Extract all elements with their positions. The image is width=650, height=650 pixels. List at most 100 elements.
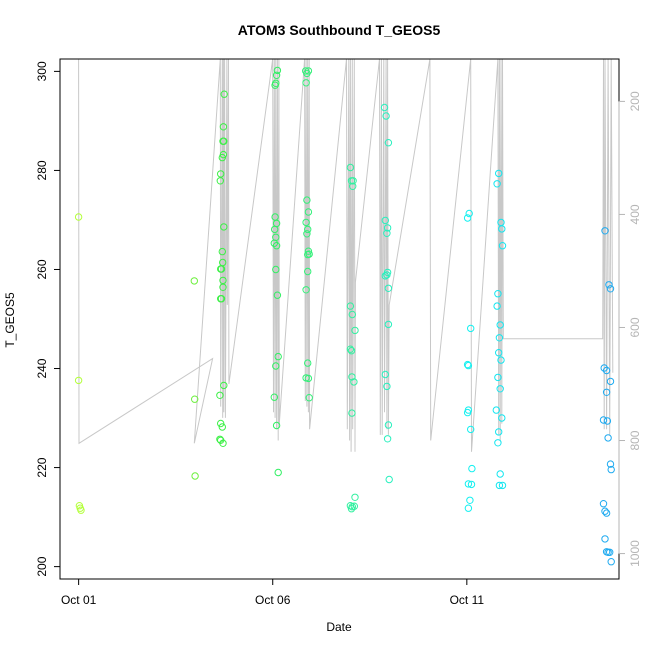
data-point (606, 377, 615, 386)
data-point (383, 224, 392, 232)
series-d12 (492, 169, 507, 490)
data-point (492, 406, 500, 414)
data-point (497, 356, 505, 364)
y-axis-label: T_GEOS5 (3, 292, 17, 348)
data-point (305, 394, 313, 402)
data-point (271, 81, 279, 89)
data-point (599, 500, 608, 508)
data-point (346, 163, 355, 172)
data-point (218, 247, 227, 256)
series-d8 (346, 163, 359, 513)
data-point (603, 417, 612, 425)
data-point (274, 468, 282, 477)
data-point (304, 225, 312, 234)
data-point (219, 283, 227, 291)
data-point (272, 421, 281, 430)
x-tick-label: Oct 01 (61, 593, 97, 607)
data-point (271, 225, 279, 234)
data-point (606, 548, 614, 556)
data-point (494, 290, 502, 298)
data-point (346, 302, 355, 310)
data-point (220, 381, 228, 390)
data-point (304, 247, 313, 255)
chart-title: ATOM3 Southbound T_GEOS5 (238, 22, 441, 38)
data-point (383, 271, 391, 279)
data-point (273, 291, 282, 299)
y-tick-label: 200 (35, 556, 49, 576)
data-point (384, 320, 393, 329)
data-point (219, 276, 227, 285)
data-point (385, 475, 393, 484)
series-d7 (302, 67, 313, 402)
y2-tick-label: 800 (628, 430, 642, 450)
data-point (496, 321, 504, 329)
data-point (273, 66, 282, 75)
data-point (304, 374, 313, 383)
data-point (302, 79, 310, 87)
x-tick-label: Oct 11 (450, 593, 485, 607)
series-d5 (216, 90, 228, 447)
data-point (467, 324, 475, 333)
data-point (495, 428, 503, 436)
y-tick-label: 300 (35, 61, 49, 81)
data-point (466, 496, 474, 504)
data-point (350, 378, 358, 386)
data-point (77, 506, 85, 514)
data-point (496, 470, 504, 478)
series-d4 (190, 277, 199, 480)
data-point (274, 352, 282, 361)
data-point (382, 112, 390, 120)
data-point (605, 281, 613, 289)
data-point (304, 359, 312, 367)
series-d9 (380, 103, 393, 484)
data-point (464, 361, 473, 370)
y-tick-label: 260 (35, 259, 49, 279)
data-point (303, 230, 311, 238)
data-point (498, 414, 506, 422)
data-point (381, 272, 389, 280)
data-point (218, 423, 227, 431)
data-point (467, 425, 475, 434)
series-d14 (599, 227, 615, 566)
data-point (600, 364, 608, 372)
data-point (384, 284, 393, 292)
data-point (467, 480, 476, 489)
data-point (381, 370, 389, 379)
data-point (496, 385, 504, 393)
y2-tick-label: 400 (628, 204, 642, 224)
data-point (602, 509, 611, 517)
data-point (272, 265, 280, 274)
series-d6 (270, 66, 282, 477)
data-point (602, 388, 611, 396)
data-point (599, 416, 608, 424)
data-point (380, 103, 389, 112)
x-axis-label: Date (326, 620, 352, 634)
data-point (495, 481, 504, 490)
data-point (465, 209, 473, 218)
data-point (217, 265, 226, 273)
data-point (384, 139, 393, 147)
data-point (601, 227, 609, 235)
data-point (607, 465, 615, 474)
data-point (218, 153, 227, 162)
plot-frame (59, 58, 620, 580)
data-point (351, 493, 359, 501)
data-point (346, 345, 355, 353)
data-point (270, 239, 278, 247)
data-point (302, 218, 310, 227)
data-point (219, 123, 228, 131)
data-point (495, 349, 503, 357)
y2-tick-label: 1000 (628, 540, 642, 567)
x-tick-label: Oct 06 (255, 593, 291, 607)
data-point (495, 169, 503, 178)
data-point (602, 366, 611, 375)
data-point (464, 480, 473, 488)
data-point (498, 481, 507, 490)
series-d1 (74, 213, 85, 514)
data-point (468, 464, 476, 473)
data-point (305, 250, 313, 258)
data-point (463, 214, 472, 222)
data-point (494, 439, 502, 447)
data-point (348, 409, 356, 417)
